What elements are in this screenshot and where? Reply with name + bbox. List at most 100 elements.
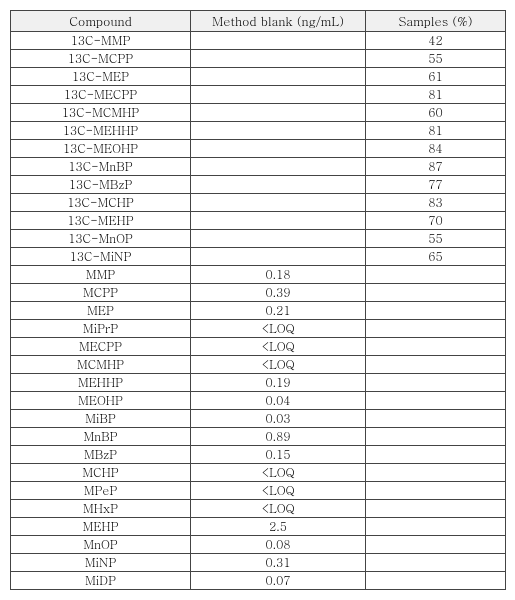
table-cell [366,572,506,590]
table-cell: MEHP [11,518,191,536]
table-cell: MEOHP [11,392,191,410]
table-cell [366,392,506,410]
table-cell: 61 [366,68,506,86]
table-cell: 13C-MBzP [11,176,191,194]
table-cell [191,230,366,248]
table-cell: 70 [366,212,506,230]
header-row: Compound Method blank (ng/mL) Samples (%… [11,11,506,32]
table-cell: MMP [11,266,191,284]
table-row: MECPP<LOQ [11,338,506,356]
table-cell: MHxP [11,500,191,518]
table-cell: MCPP [11,284,191,302]
table-cell [191,32,366,50]
table-cell: 84 [366,140,506,158]
table-cell: MiNP [11,554,191,572]
table-cell: 65 [366,248,506,266]
table-cell: 0.08 [191,536,366,554]
table-cell: <LOQ [191,482,366,500]
table-row: 13C-MECPP 81 [11,86,506,104]
table-cell: MPeP [11,482,191,500]
table-cell: 13C-MnOP [11,230,191,248]
table-body: 13C-MMP4213C-MCPP5513C-MEP6113C-MECPP811… [11,32,506,590]
table-cell: 42 [366,32,506,50]
table-cell: <LOQ [191,356,366,374]
table-row: MCPP0.39 [11,284,506,302]
table-row: MiBP0.03 [11,410,506,428]
table-cell [366,482,506,500]
table-cell: 55 [366,230,506,248]
table-cell [366,554,506,572]
compound-table: Compound Method blank (ng/mL) Samples (%… [10,10,506,590]
table-cell: <LOQ [191,338,366,356]
table-cell: 0.19 [191,374,366,392]
table-row: MCMHP<LOQ [11,356,506,374]
table-cell: 13C-MECPP [11,86,191,104]
table-row: MEOHP0.04 [11,392,506,410]
table-cell [191,248,366,266]
table-cell [191,104,366,122]
table-row: MnBP0.89 [11,428,506,446]
table-row: MiPrP<LOQ [11,320,506,338]
table-cell: 0.15 [191,446,366,464]
table-cell [366,356,506,374]
table-cell [191,122,366,140]
table-row: 13C-MEHP 70 [11,212,506,230]
table-cell [366,446,506,464]
table-row: 13C-MEP61 [11,68,506,86]
table-row: 13C-MCPP55 [11,50,506,68]
table-cell: MnOP [11,536,191,554]
table-cell [191,86,366,104]
table-cell: 2.5 [191,518,366,536]
table-cell: 13C-MEOHP [11,140,191,158]
table-cell: MBzP [11,446,191,464]
table-cell [366,428,506,446]
table-cell [366,464,506,482]
table-row: MEHHP0.19 [11,374,506,392]
table-cell [366,284,506,302]
table-cell: 0.03 [191,410,366,428]
table-cell: <LOQ [191,320,366,338]
table-cell [366,302,506,320]
table-cell: 0.39 [191,284,366,302]
table-row: MMP0.18 [11,266,506,284]
table-cell: 0.89 [191,428,366,446]
table-row: 13C-MiNP65 [11,248,506,266]
col-method-blank: Method blank (ng/mL) [191,11,366,32]
table-row: MnOP0.08 [11,536,506,554]
table-cell [366,266,506,284]
table-row: 13C-MCMHP60 [11,104,506,122]
table-cell [191,68,366,86]
table-row: 13C-MEHHP81 [11,122,506,140]
table-cell: MCMHP [11,356,191,374]
table-cell: 13C-MCPP [11,50,191,68]
table-cell [191,50,366,68]
table-cell: <LOQ [191,464,366,482]
table-cell [191,176,366,194]
table-cell [366,518,506,536]
table-cell: MEP [11,302,191,320]
table-cell: 0.21 [191,302,366,320]
table-row: MPeP<LOQ [11,482,506,500]
table-cell: MiBP [11,410,191,428]
table-cell: 13C-MEHP [11,212,191,230]
table-row: 13C-MCHP83 [11,194,506,212]
col-samples: Samples (%) [366,11,506,32]
table-row: MCHP<LOQ [11,464,506,482]
table-cell: MEHHP [11,374,191,392]
table-cell: 81 [366,86,506,104]
table-cell: 77 [366,176,506,194]
col-compound: Compound [11,11,191,32]
table-cell: 0.18 [191,266,366,284]
table-cell [191,140,366,158]
table-cell: 13C-MCMHP [11,104,191,122]
table-header: Compound Method blank (ng/mL) Samples (%… [11,11,506,32]
table-cell [366,536,506,554]
table-cell [191,194,366,212]
table-cell: MECPP [11,338,191,356]
table-row: MEHP2.5 [11,518,506,536]
table-cell [191,212,366,230]
table-row: MiDP0.07 [11,572,506,590]
table-row: 13C-MnOP 55 [11,230,506,248]
table-cell: 0.07 [191,572,366,590]
table-cell: 13C-MnBP [11,158,191,176]
